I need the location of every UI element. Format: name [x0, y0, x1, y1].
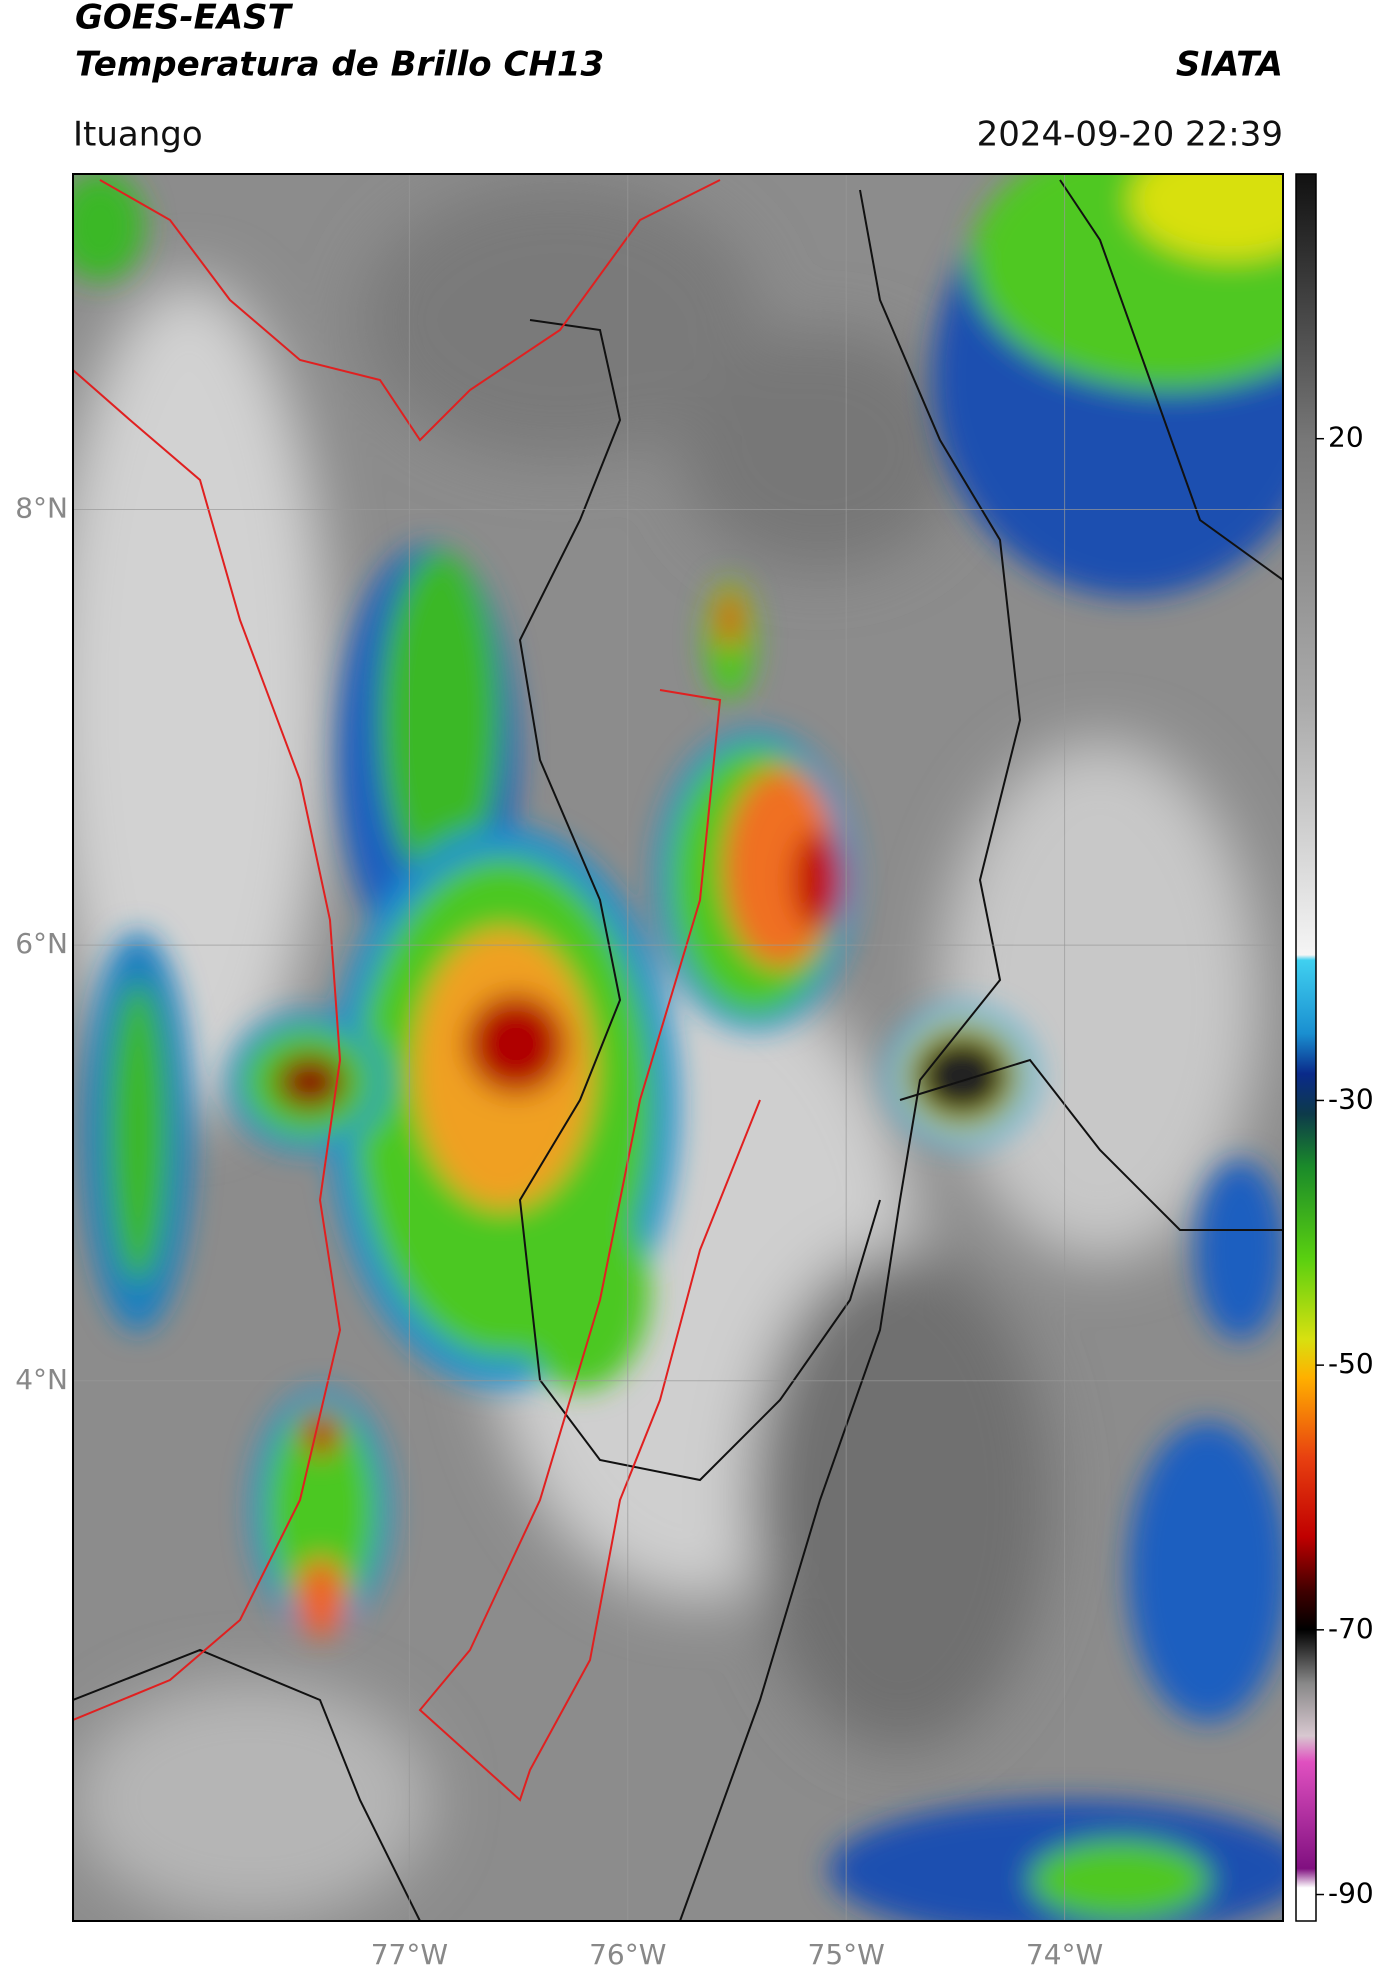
x-tick-label: 77°W: [371, 1938, 448, 1971]
colorbar-tick-label: -50: [1328, 1347, 1374, 1380]
colorbar-tick-label: 20: [1328, 421, 1364, 454]
x-tick-label: 74°W: [1026, 1938, 1103, 1971]
location-label: Ituango: [73, 115, 203, 155]
colorbar: [1295, 173, 1317, 1922]
map-frame: [72, 173, 1284, 1922]
colorbar-tick-label: -70: [1328, 1612, 1374, 1645]
satellite-title: GOES-EAST: [75, 0, 294, 38]
x-tick-label: 76°W: [589, 1938, 666, 1971]
y-tick-label: 4°N: [15, 1363, 68, 1396]
x-tick-label: 75°W: [808, 1938, 885, 1971]
satellite-image: [73, 174, 1283, 1921]
y-tick-label: 6°N: [15, 927, 68, 960]
source-label: SIATA: [1176, 45, 1283, 85]
product-title: Temperatura de Brillo CH13: [75, 45, 604, 85]
colorbar-tick-label: -30: [1328, 1082, 1374, 1115]
grid: [73, 174, 1283, 1921]
timestamp-label: 2024-09-20 22:39: [977, 115, 1283, 155]
colorbar-tick-label: -90: [1328, 1877, 1374, 1910]
y-tick-label: 8°N: [15, 491, 68, 524]
